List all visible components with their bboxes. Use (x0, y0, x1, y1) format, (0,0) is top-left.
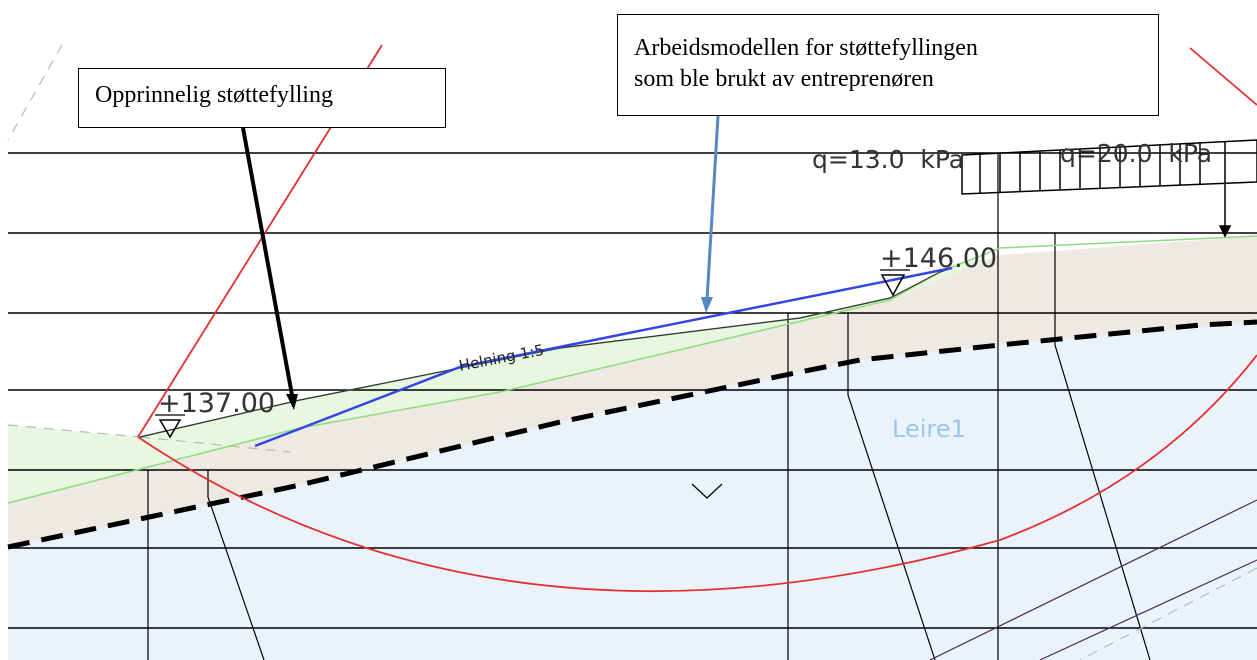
clay-region (8, 322, 1257, 660)
arrow-work-model (701, 115, 720, 313)
dashed-guides (7, 44, 1257, 660)
chevron-down-icon (691, 483, 723, 499)
load-label-1: q=13.0 kPa (812, 145, 964, 174)
arrow-original (241, 127, 298, 410)
callout-work-model: Arbeidsmodellen for støttefyllingen som … (617, 14, 1159, 116)
elevation-low-label: +137.00 (158, 388, 275, 419)
elevation-marker-high: +146.00 (880, 243, 997, 297)
elevation-high-label: +146.00 (880, 243, 997, 274)
clay-boundary (7, 319, 1257, 550)
original-fill-outline (139, 267, 953, 438)
callout-original-text: Opprinnelig støttefylling (95, 82, 333, 108)
callout-original-fill: Opprinnelig støttefylling (78, 68, 446, 128)
soil-label: Leire1 (892, 415, 966, 443)
callout-work-model-line1: Arbeidsmodellen for støttefyllingen (634, 35, 978, 61)
slip-circle (137, 354, 1257, 593)
anchor-lines (929, 499, 1257, 660)
vertical-lines (147, 153, 1151, 660)
slip-line-right (1189, 47, 1257, 106)
work-model-line (254, 266, 953, 448)
elevation-marker-low: +137.00 (155, 388, 275, 439)
load-block (961, 139, 1257, 238)
load-label-2: q=20.0 kPa (1060, 139, 1212, 168)
callout-work-model-line2: som ble brukt av entreprenøren (634, 66, 934, 92)
